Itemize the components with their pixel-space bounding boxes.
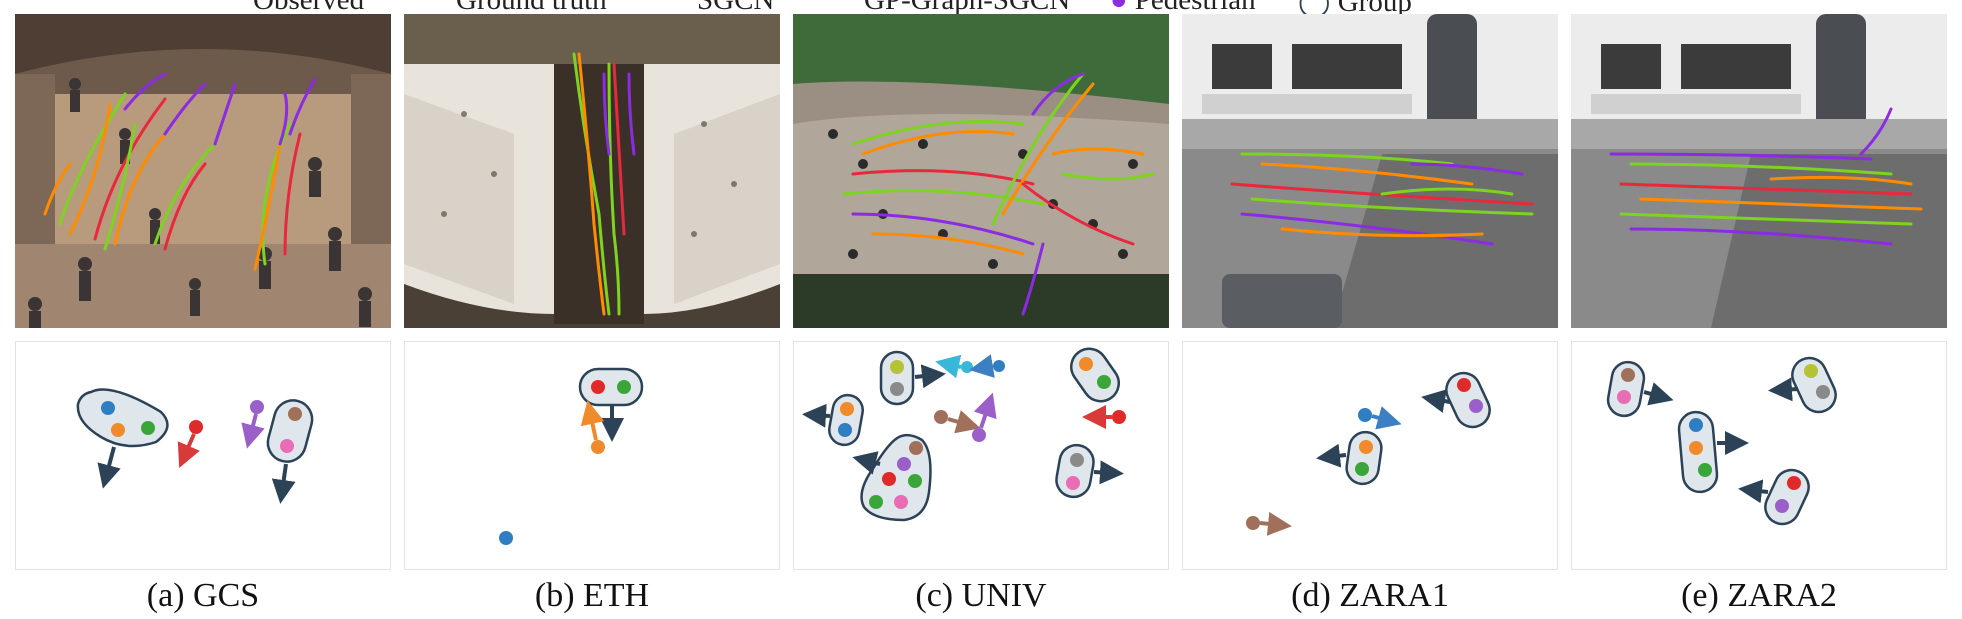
pedestrian-dot-icon [840, 402, 854, 416]
group-outline-icon [1070, 347, 1120, 403]
legend-pedestrian: ● Pedestrian [1110, 0, 1256, 17]
arrow-icon [580, 400, 605, 441]
legend-observed: Observed [253, 0, 365, 16]
arrow-icon [97, 446, 121, 489]
group-outline-icon [1791, 356, 1837, 414]
univ-scene-image [793, 14, 1169, 328]
pedestrian-dot-icon [1066, 476, 1080, 490]
legend-ground-truth: Ground truth [456, 0, 607, 16]
pedestrian-dot-icon [141, 421, 155, 435]
pedestrian-dot-icon [897, 457, 911, 471]
zara2-group-diagram [1571, 341, 1947, 570]
univ-group-diagram [793, 341, 1169, 570]
pedestrian-dot-icon [961, 361, 973, 373]
arrow-icon [802, 403, 831, 428]
group-outline-icon [828, 393, 864, 447]
caption-zara1: (d) ZARA1 [1291, 577, 1449, 614]
pedestrian-dot-icon [250, 400, 264, 414]
gcs-scene-image [15, 14, 391, 328]
pedestrian-dot-icon [1112, 410, 1126, 424]
pedestrian-dot-icon [909, 441, 923, 455]
pedestrian-dot-icon [869, 495, 883, 509]
pedestrian-dot-icon [1804, 364, 1818, 378]
caption-gcs: (a) GCS [146, 577, 260, 614]
pedestrian-dot-icon [1358, 408, 1372, 422]
pedestrian-dot-icon [1246, 516, 1260, 530]
arrow-icon [1371, 406, 1402, 430]
group-outline-icon [1764, 468, 1810, 526]
pedestrian-dot-icon [1689, 418, 1703, 432]
group-outline-icon [578, 367, 644, 407]
pedestrian-dot-icon [1097, 375, 1111, 389]
pedestrian-dot-icon [1079, 357, 1093, 371]
zara1-scene-image [1182, 14, 1558, 328]
zara2-scene-image [1571, 14, 1947, 328]
group-outline-icon: ◯ [1298, 0, 1331, 18]
pedestrian-dot-icon [288, 407, 302, 421]
pedestrian-dot-icon [280, 439, 294, 453]
pedestrian-dot-icon [1359, 440, 1373, 454]
pedestrian-dot-icon [894, 495, 908, 509]
arrow-icon [1768, 377, 1799, 402]
caption-eth: (b) ETH [534, 577, 650, 614]
legend: Observed Ground truth SGCN GP-Graph-SGCN… [0, 0, 1962, 18]
arrow-icon [1259, 511, 1292, 536]
pedestrian-dot-icon [890, 382, 904, 396]
pedestrian-dot-icon [1816, 385, 1830, 399]
group-outline-icon [879, 350, 915, 406]
group-outline-icon [266, 399, 314, 463]
pedestrian-dot-icon [111, 423, 125, 437]
pedestrian-dot-icon [908, 474, 922, 488]
pedestrian-dot-icon [1457, 378, 1471, 392]
group-outline-icon [1345, 430, 1383, 486]
pedestrian-dot-icon [890, 360, 904, 374]
caption-univ: (c) UNIV [915, 577, 1047, 614]
pedestrian-dot-icon [1698, 463, 1712, 477]
pedestrian-dot-icon [499, 531, 513, 545]
gcs-group-diagram [15, 341, 391, 570]
arrow-icon [271, 463, 296, 504]
arrow-icon [1093, 460, 1124, 485]
pedestrian-dot-icon [1617, 390, 1631, 404]
pedestrian-dot-icon [617, 380, 631, 394]
arrow-icon [1738, 479, 1769, 504]
arrow-icon [935, 354, 962, 379]
arrow-icon [852, 451, 881, 475]
pedestrian-dot-icon [882, 472, 896, 486]
pedestrian-dot-icon [838, 423, 852, 437]
arrow-icon [947, 410, 981, 434]
pedestrian-dot-icon [1775, 499, 1789, 513]
arrow-icon [1421, 389, 1451, 413]
legend-gp-graph-sgcn: GP-Graph-SGCN [864, 0, 1071, 16]
pedestrian-dot-icon [591, 380, 605, 394]
pedestrian-dot-icon: ● [1110, 0, 1128, 16]
pedestrian-dot-icon [189, 420, 203, 434]
pedestrian-dot-icon [1689, 441, 1703, 455]
pedestrian-dot-icon [1469, 399, 1483, 413]
pedestrian-dot-icon [934, 410, 948, 424]
group-outline-icon [76, 388, 169, 448]
eth-scene-image [404, 14, 780, 328]
pedestrian-dot-icon [1355, 462, 1369, 476]
pedestrian-dot-icon [101, 401, 115, 415]
arrow-icon [241, 413, 265, 449]
zara1-group-diagram [1182, 341, 1558, 570]
arrow-icon [1316, 443, 1347, 468]
arrow-icon [1643, 382, 1674, 406]
pedestrian-dot-icon [993, 360, 1005, 372]
arrow-icon [914, 364, 946, 389]
eth-group-diagram [404, 341, 780, 570]
pedestrian-dot-icon [591, 440, 605, 454]
pedestrian-dot-icon [972, 428, 986, 442]
pedestrian-dot-icon [1070, 453, 1084, 467]
pedestrian-dot-icon [1787, 476, 1801, 490]
arrow-icon [177, 433, 200, 469]
legend-group: ◯ Group [1298, 0, 1412, 19]
arrow-icon [973, 392, 997, 429]
legend-sgcn: SGCN [697, 0, 775, 16]
group-outline-icon [1055, 443, 1095, 499]
caption-zara2: (e) ZARA2 [1681, 577, 1837, 614]
arrow-icon [969, 354, 995, 378]
pedestrian-dot-icon [1621, 368, 1635, 382]
